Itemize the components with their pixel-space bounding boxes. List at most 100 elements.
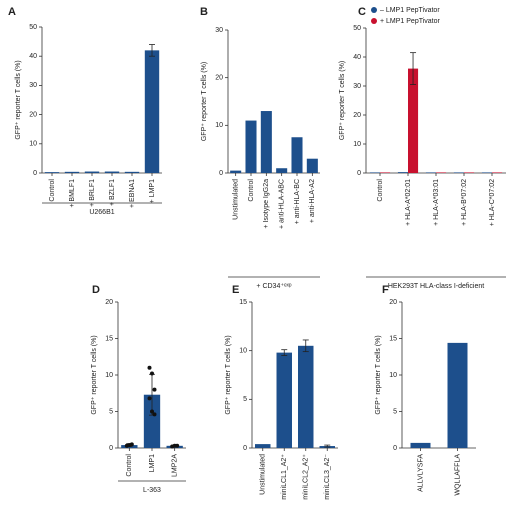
bar	[306, 158, 318, 173]
data-point	[150, 371, 154, 376]
x-tick-label: Control	[377, 179, 384, 202]
bar	[124, 171, 140, 173]
panel-letter: B	[200, 6, 208, 18]
bar	[464, 172, 475, 173]
y-tick-label: 15	[239, 299, 247, 306]
bar	[104, 171, 120, 173]
y-tick-label: 40	[29, 53, 37, 60]
data-point	[152, 412, 157, 417]
x-tick-label: + HLA-B*07:02	[461, 179, 468, 226]
x-tick-label: + BRLF1	[89, 179, 96, 207]
y-tick-label: 0	[393, 445, 397, 452]
x-tick-label: + Isotype IgG2a	[263, 179, 270, 229]
y-tick-label: 0	[357, 170, 361, 177]
y-tick-label: 30	[353, 83, 361, 90]
y-tick-label: 10	[29, 141, 37, 148]
x-tick-label: + BZLF1	[109, 179, 116, 206]
y-tick-label: 0	[219, 170, 223, 177]
y-tick-label: 5	[393, 408, 397, 415]
x-tick-label: + HLA-A*02:01	[405, 179, 412, 226]
bar	[369, 172, 380, 173]
legend-label: – LMP1 PepTivator	[380, 7, 440, 14]
x-tick-label: + anti-HLA-A2	[309, 179, 316, 223]
bar	[255, 444, 271, 448]
x-tick-label: Control	[126, 454, 133, 477]
bar	[436, 172, 447, 173]
y-axis-label: GFP⁺ reporter T cells (%)	[339, 61, 346, 140]
y-tick-label: 5	[243, 396, 247, 403]
x-tick-label: + HLA-C*07:02	[489, 179, 496, 226]
y-tick-label: 0	[33, 170, 37, 177]
bar	[143, 394, 161, 448]
y-axis-label: GFP⁺ reporter T cells (%)	[375, 335, 382, 414]
y-tick-label: 15	[105, 335, 113, 342]
bar	[276, 168, 288, 173]
x-axis-label: L-363	[143, 487, 161, 494]
x-tick-label: Unstimulated	[260, 454, 267, 495]
data-point	[150, 409, 154, 414]
bar	[453, 172, 464, 173]
x-tick-label: Control	[49, 179, 56, 202]
legend-label: + LMP1 PepTivator	[380, 18, 441, 25]
data-point	[129, 442, 134, 447]
data-point	[152, 387, 157, 392]
bar	[492, 172, 503, 173]
x-axis-label: U266B1	[89, 209, 114, 216]
x-tick-label: + anti-HLA-BC	[294, 179, 301, 224]
x-tick-label: + LMP1	[149, 179, 156, 203]
y-axis-label: GFP⁺ reporter T cells (%)	[201, 62, 208, 141]
bar	[230, 170, 242, 173]
x-tick-label: miniLCL1_A2⁺	[281, 454, 288, 500]
y-tick-label: 50	[353, 25, 361, 32]
x-axis-label: HEK293T HLA-class I-deficient	[388, 283, 484, 290]
x-tick-label: LMP1	[149, 454, 156, 472]
y-tick-label: 10	[389, 372, 397, 379]
bar	[410, 442, 431, 448]
x-axis-label: + CD34⁺ᵉˣᵖ	[256, 283, 292, 290]
y-tick-label: 10	[215, 122, 223, 129]
y-axis-label: GFP⁺ reporter T cells (%)	[225, 335, 232, 414]
y-tick-label: 20	[215, 75, 223, 82]
y-tick-label: 30	[29, 82, 37, 89]
bar	[380, 172, 391, 173]
legend-swatch	[371, 18, 377, 24]
x-tick-label: + EBNA1	[129, 179, 136, 208]
y-tick-label: 20	[389, 299, 397, 306]
y-tick-label: 20	[353, 112, 361, 119]
y-tick-label: 20	[105, 299, 113, 306]
y-tick-label: 40	[353, 54, 361, 61]
y-tick-label: 15	[389, 335, 397, 342]
y-axis-label: GFP⁺ reporter T cells (%)	[15, 60, 22, 139]
y-tick-label: 10	[353, 141, 361, 148]
data-point	[175, 443, 180, 448]
bar	[276, 352, 292, 448]
bar	[84, 171, 100, 173]
data-point	[147, 396, 152, 401]
bar	[144, 50, 160, 173]
y-tick-label: 5	[109, 408, 113, 415]
panel-letter: D	[92, 284, 100, 296]
legend-swatch	[371, 7, 377, 13]
x-tick-label: Unstimulated	[233, 179, 240, 220]
x-tick-label: + HLA-A*03:01	[433, 179, 440, 226]
bar	[425, 172, 436, 173]
x-tick-label: ALLVLYSFA	[417, 454, 424, 492]
y-tick-label: 50	[29, 24, 37, 31]
panel-letter: C	[358, 6, 366, 18]
bar	[260, 111, 272, 173]
x-tick-label: + BMLF1	[69, 179, 76, 208]
x-tick-label: Control	[248, 179, 255, 202]
x-tick-label: LMP2A	[172, 454, 179, 477]
bar	[298, 345, 314, 448]
bar	[291, 137, 303, 173]
y-tick-label: 20	[29, 111, 37, 118]
x-tick-label: WQLLAFFLA	[454, 454, 461, 496]
bar	[44, 172, 60, 173]
bar	[447, 342, 468, 448]
y-tick-label: 30	[215, 27, 223, 34]
x-tick-label: miniLCL3_A2⁻	[324, 454, 331, 500]
bar	[64, 171, 80, 173]
data-point	[147, 365, 152, 370]
y-axis-label: GFP⁺ reporter T cells (%)	[91, 335, 98, 414]
